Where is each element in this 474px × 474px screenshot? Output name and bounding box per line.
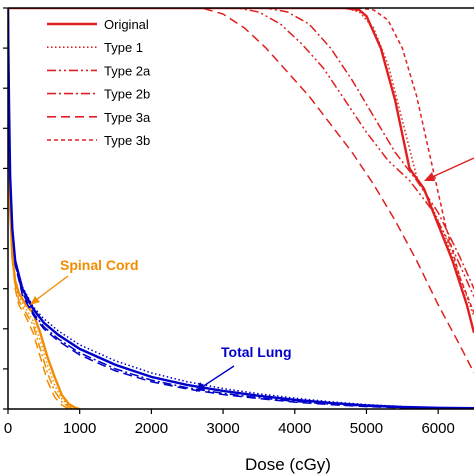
legend-label: Type 2a — [104, 63, 151, 78]
total-lung-arrowhead — [196, 382, 206, 392]
legend: Original Type 1 Type 2a Type 2b Type 3a Type … — [47, 17, 151, 148]
target-dvh-line-type-3b — [8, 8, 474, 314]
x-tick-label: 4000 — [278, 420, 311, 437]
spinal-cord-arrowhead — [30, 296, 40, 305]
target-dvh-line-type-2b — [8, 8, 474, 290]
spinal-cord-label: Spinal Cord — [60, 257, 139, 273]
total-lung-label: Total Lung — [221, 344, 292, 360]
legend-label: Original — [104, 17, 149, 32]
x-tick-label: 1000 — [63, 420, 96, 437]
cord-dvh-line — [8, 8, 77, 409]
legend-label: Type 1 — [104, 40, 143, 55]
annotations: Spinal Cord Total Lung — [30, 157, 474, 392]
legend-label: Type 3a — [104, 110, 151, 125]
cord-dvh-line — [8, 8, 80, 409]
cord-dvh-line — [8, 8, 70, 409]
cord-dvh-line — [8, 8, 73, 409]
x-tick-label: 0 — [4, 420, 12, 437]
total-lung-arrow — [201, 365, 235, 388]
x-axis-title: Dose (cGy) — [245, 455, 331, 474]
axes-layer: 0 1000 2000 3000 4000 5000 6000 — [3, 7, 474, 437]
legend-label: Type 3b — [104, 133, 150, 148]
target-dvh-line-original — [8, 8, 474, 334]
x-tick-label: 2000 — [135, 420, 168, 437]
lung-dvh-line — [8, 8, 474, 409]
target-dvh-line-type-2a — [8, 8, 474, 298]
series-layer — [8, 8, 474, 409]
target-dvh-line-type-3a — [8, 8, 474, 374]
legend-label: Type 2b — [104, 87, 150, 102]
target-arrowhead — [424, 172, 435, 181]
x-tick-label: 5000 — [350, 420, 383, 437]
x-tick-label: 3000 — [206, 420, 239, 437]
spinal-cord-arrow — [35, 275, 69, 301]
x-tick-label: 6000 — [421, 420, 454, 437]
target-arrow — [429, 157, 474, 179]
target-dvh-line-type-1 — [8, 8, 474, 318]
